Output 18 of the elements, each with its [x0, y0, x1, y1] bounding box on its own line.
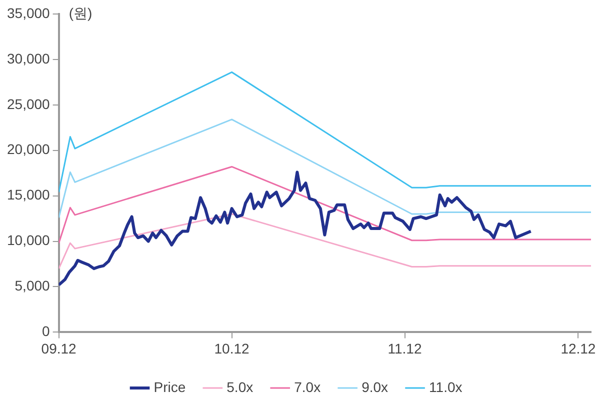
legend-label: Price: [154, 378, 186, 395]
x-tick-label: 11.12: [388, 340, 422, 356]
x-tick-label: 12.12: [560, 340, 596, 356]
legend-label: 9.0x: [362, 378, 388, 395]
x-tick-label: 10.12: [214, 340, 250, 356]
legend-label: 11.0x: [429, 378, 462, 395]
x-tick-label: 09.12: [41, 340, 77, 356]
y-tick-label: 15,000: [6, 186, 50, 203]
y-tick-label: 30,000: [6, 50, 50, 66]
legend-label: 7.0x: [294, 378, 321, 395]
y-tick-label: 35,000: [6, 4, 50, 21]
y-tick-label: 5,000: [14, 278, 50, 294]
legend-label: 5.0x: [226, 378, 254, 395]
y-axis-title: (원): [68, 4, 92, 21]
y-tick-label: 20,000: [6, 141, 50, 158]
y-tick-label: 0: [42, 323, 50, 340]
y-tick-label: 25,000: [6, 96, 50, 112]
y-tick-label: 10,000: [6, 232, 50, 248]
